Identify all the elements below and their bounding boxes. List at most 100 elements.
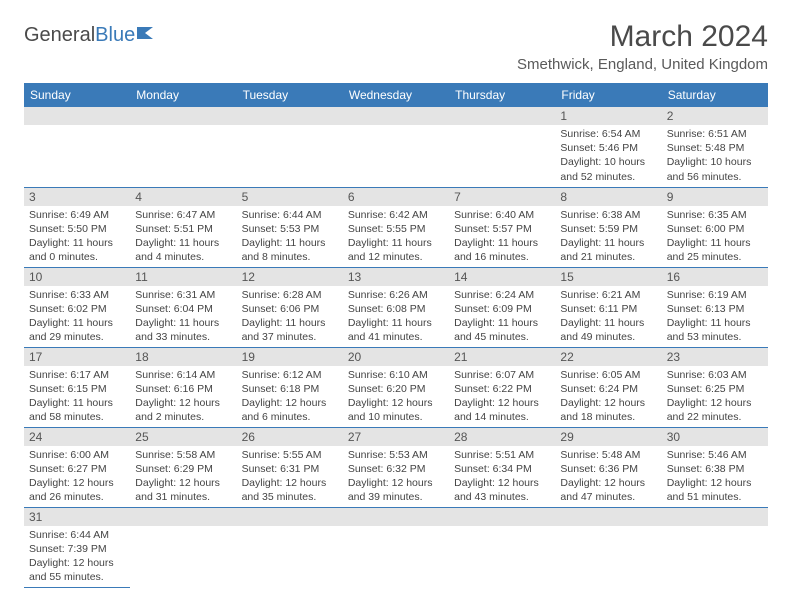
daylight-text: Daylight: 12 hours and 14 minutes. [454, 396, 550, 424]
calendar-day-cell [343, 107, 449, 187]
day-number [449, 508, 555, 526]
daylight-text: Daylight: 12 hours and 55 minutes. [29, 556, 125, 584]
daylight-text: Daylight: 11 hours and 53 minutes. [667, 316, 763, 344]
day-number [130, 508, 236, 526]
daylight-text: Daylight: 12 hours and 31 minutes. [135, 476, 231, 504]
calendar-day-cell: 26Sunrise: 5:55 AMSunset: 6:31 PMDayligh… [237, 427, 343, 507]
daylight-text: Daylight: 12 hours and 43 minutes. [454, 476, 550, 504]
sunset-text: Sunset: 6:20 PM [348, 382, 444, 396]
daylight-text: Daylight: 11 hours and 25 minutes. [667, 236, 763, 264]
day-body: Sunrise: 6:44 AMSunset: 5:53 PMDaylight:… [237, 206, 343, 267]
day-number: 11 [130, 268, 236, 286]
sunset-text: Sunset: 6:24 PM [560, 382, 656, 396]
day-body: Sunrise: 5:58 AMSunset: 6:29 PMDaylight:… [130, 446, 236, 507]
sunset-text: Sunset: 5:50 PM [29, 222, 125, 236]
sunrise-text: Sunrise: 6:17 AM [29, 368, 125, 382]
day-number [555, 508, 661, 526]
day-body: Sunrise: 5:48 AMSunset: 6:36 PMDaylight:… [555, 446, 661, 507]
day-body: Sunrise: 5:55 AMSunset: 6:31 PMDaylight:… [237, 446, 343, 507]
daylight-text: Daylight: 12 hours and 26 minutes. [29, 476, 125, 504]
daylight-text: Daylight: 10 hours and 52 minutes. [560, 155, 656, 183]
day-number: 10 [24, 268, 130, 286]
day-body: Sunrise: 6:28 AMSunset: 6:06 PMDaylight:… [237, 286, 343, 347]
sunset-text: Sunset: 6:04 PM [135, 302, 231, 316]
sunrise-text: Sunrise: 5:55 AM [242, 448, 338, 462]
daylight-text: Daylight: 11 hours and 21 minutes. [560, 236, 656, 264]
day-number [662, 508, 768, 526]
day-number: 21 [449, 348, 555, 366]
day-number: 14 [449, 268, 555, 286]
daylight-text: Daylight: 11 hours and 12 minutes. [348, 236, 444, 264]
sunrise-text: Sunrise: 6:00 AM [29, 448, 125, 462]
calendar-table: SundayMondayTuesdayWednesdayThursdayFrid… [24, 83, 768, 588]
sunrise-text: Sunrise: 6:24 AM [454, 288, 550, 302]
daylight-text: Daylight: 11 hours and 0 minutes. [29, 236, 125, 264]
sunset-text: Sunset: 6:38 PM [667, 462, 763, 476]
weekday-header-row: SundayMondayTuesdayWednesdayThursdayFrid… [24, 83, 768, 107]
day-number: 16 [662, 268, 768, 286]
sunrise-text: Sunrise: 5:58 AM [135, 448, 231, 462]
calendar-day-cell: 23Sunrise: 6:03 AMSunset: 6:25 PMDayligh… [662, 347, 768, 427]
day-body: Sunrise: 6:47 AMSunset: 5:51 PMDaylight:… [130, 206, 236, 267]
calendar-day-cell [449, 507, 555, 587]
sunrise-text: Sunrise: 5:48 AM [560, 448, 656, 462]
day-number [24, 107, 130, 125]
sunrise-text: Sunrise: 6:03 AM [667, 368, 763, 382]
sunset-text: Sunset: 5:55 PM [348, 222, 444, 236]
day-body: Sunrise: 5:53 AMSunset: 6:32 PMDaylight:… [343, 446, 449, 507]
sunrise-text: Sunrise: 6:47 AM [135, 208, 231, 222]
daylight-text: Daylight: 12 hours and 6 minutes. [242, 396, 338, 424]
sunset-text: Sunset: 5:57 PM [454, 222, 550, 236]
day-body: Sunrise: 6:03 AMSunset: 6:25 PMDaylight:… [662, 366, 768, 427]
calendar-day-cell: 10Sunrise: 6:33 AMSunset: 6:02 PMDayligh… [24, 267, 130, 347]
day-number: 28 [449, 428, 555, 446]
day-number [343, 107, 449, 125]
calendar-day-cell [449, 107, 555, 187]
sunset-text: Sunset: 5:59 PM [560, 222, 656, 236]
daylight-text: Daylight: 11 hours and 37 minutes. [242, 316, 338, 344]
calendar-day-cell [555, 507, 661, 587]
day-number: 20 [343, 348, 449, 366]
sunrise-text: Sunrise: 6:51 AM [667, 127, 763, 141]
sunrise-text: Sunrise: 6:07 AM [454, 368, 550, 382]
day-number: 19 [237, 348, 343, 366]
calendar-day-cell: 22Sunrise: 6:05 AMSunset: 6:24 PMDayligh… [555, 347, 661, 427]
calendar-day-cell: 25Sunrise: 5:58 AMSunset: 6:29 PMDayligh… [130, 427, 236, 507]
calendar-day-cell: 4Sunrise: 6:47 AMSunset: 5:51 PMDaylight… [130, 187, 236, 267]
day-number: 30 [662, 428, 768, 446]
calendar-day-cell: 11Sunrise: 6:31 AMSunset: 6:04 PMDayligh… [130, 267, 236, 347]
calendar-day-cell: 13Sunrise: 6:26 AMSunset: 6:08 PMDayligh… [343, 267, 449, 347]
day-body: Sunrise: 6:40 AMSunset: 5:57 PMDaylight:… [449, 206, 555, 267]
day-number: 29 [555, 428, 661, 446]
daylight-text: Daylight: 11 hours and 45 minutes. [454, 316, 550, 344]
day-number: 22 [555, 348, 661, 366]
sunrise-text: Sunrise: 6:44 AM [242, 208, 338, 222]
calendar-day-cell: 24Sunrise: 6:00 AMSunset: 6:27 PMDayligh… [24, 427, 130, 507]
day-number: 18 [130, 348, 236, 366]
day-number: 13 [343, 268, 449, 286]
calendar-week-row: 24Sunrise: 6:00 AMSunset: 6:27 PMDayligh… [24, 427, 768, 507]
calendar-day-cell: 5Sunrise: 6:44 AMSunset: 5:53 PMDaylight… [237, 187, 343, 267]
sunrise-text: Sunrise: 6:38 AM [560, 208, 656, 222]
day-body: Sunrise: 6:14 AMSunset: 6:16 PMDaylight:… [130, 366, 236, 427]
sunrise-text: Sunrise: 6:10 AM [348, 368, 444, 382]
daylight-text: Daylight: 12 hours and 47 minutes. [560, 476, 656, 504]
daylight-text: Daylight: 12 hours and 39 minutes. [348, 476, 444, 504]
day-body: Sunrise: 6:19 AMSunset: 6:13 PMDaylight:… [662, 286, 768, 347]
day-number: 25 [130, 428, 236, 446]
day-number: 26 [237, 428, 343, 446]
sunrise-text: Sunrise: 6:49 AM [29, 208, 125, 222]
weekday-header: Wednesday [343, 83, 449, 107]
sunset-text: Sunset: 6:32 PM [348, 462, 444, 476]
daylight-text: Daylight: 11 hours and 58 minutes. [29, 396, 125, 424]
sunset-text: Sunset: 6:00 PM [667, 222, 763, 236]
daylight-text: Daylight: 11 hours and 16 minutes. [454, 236, 550, 264]
day-number: 4 [130, 188, 236, 206]
day-number: 7 [449, 188, 555, 206]
sunset-text: Sunset: 6:08 PM [348, 302, 444, 316]
calendar-day-cell: 30Sunrise: 5:46 AMSunset: 6:38 PMDayligh… [662, 427, 768, 507]
sunrise-text: Sunrise: 6:14 AM [135, 368, 231, 382]
calendar-day-cell: 1Sunrise: 6:54 AMSunset: 5:46 PMDaylight… [555, 107, 661, 187]
day-body: Sunrise: 6:00 AMSunset: 6:27 PMDaylight:… [24, 446, 130, 507]
weekday-header: Saturday [662, 83, 768, 107]
